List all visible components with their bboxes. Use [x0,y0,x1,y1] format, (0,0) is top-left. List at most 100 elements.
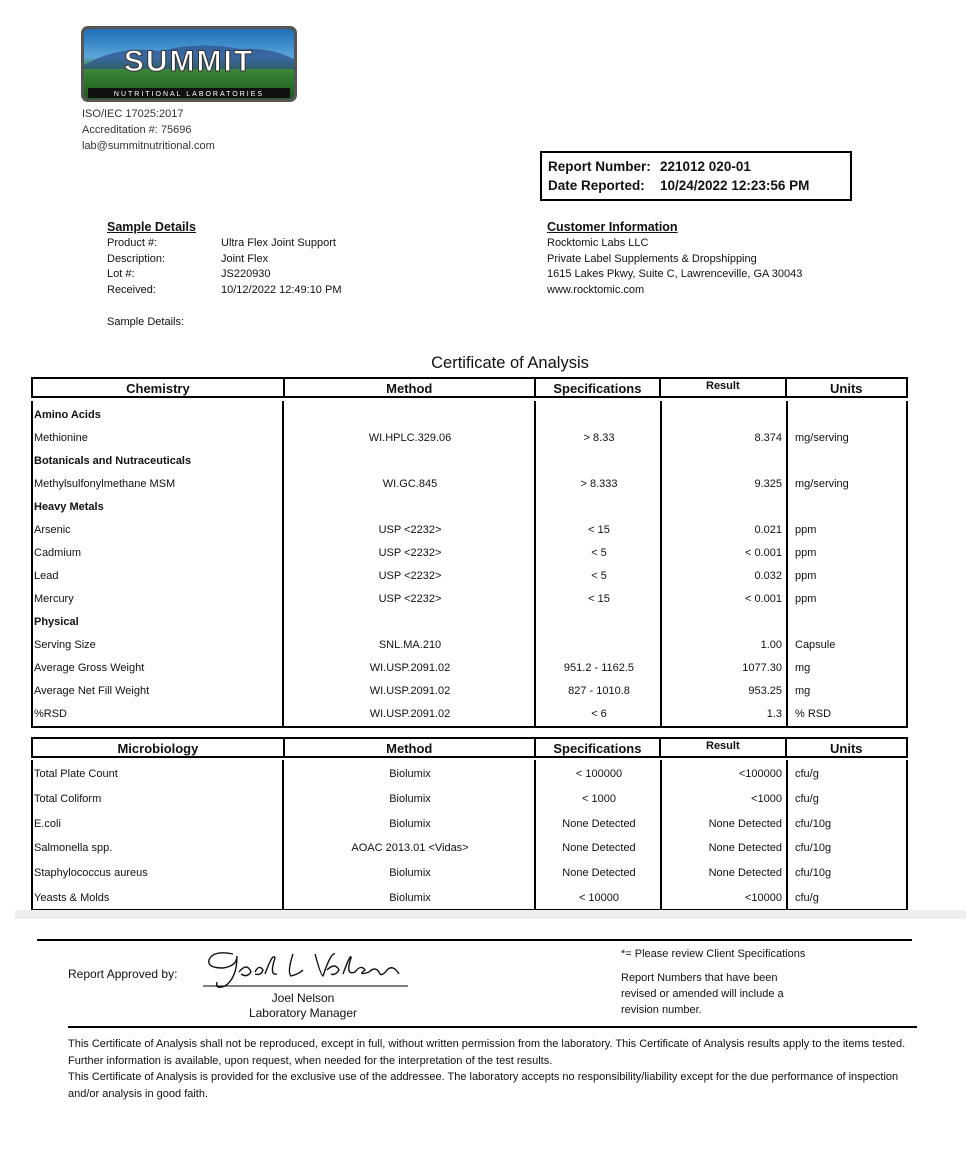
disclaimer-paragraph: This Certificate of Analysis is provided… [68,1071,899,1100]
analyte-name: Staphylococcus aureus [34,867,148,880]
column-divider [786,760,788,909]
result: 9.325 [754,477,782,490]
product-number: Ultra Flex Joint Support [221,237,336,249]
units: cfu/g [795,793,819,806]
specification: > 8.333 [580,477,618,490]
method: Biolumix [389,793,431,806]
column-divider [534,401,536,726]
lab-email: lab@summitnutritional.com [82,140,215,152]
customer-name: Rocktomic Labs LLC [547,237,649,249]
summit-logo: SUMMIT NUTRITIONAL LABORATORIES [80,25,298,103]
revision-note-line: revision number. [621,1004,702,1016]
microbiology-table-header: Microbiology Method Specifications Result Un… [31,737,908,758]
specification: None Detected [562,867,636,880]
column-header-units: Units [830,381,863,396]
report-info-box: Report Number: 221012 020-01 Date Reporte… [540,151,852,201]
approver-name: Joel Nelson [271,991,335,1005]
section-title: Physical [34,615,79,628]
specification: < 15 [588,592,610,605]
table-border [906,760,908,909]
specification: 827 - 1010.8 [568,684,630,697]
disclaimer-paragraph: This Certificate of Analysis shall not b… [68,1038,906,1067]
table-row: Arsenic USP <2232> < 15 0.021 ppm [31,518,908,541]
specification: None Detected [562,842,636,855]
specification: < 5 [591,569,607,582]
table-border [31,401,33,726]
method: WI.HPLC.329.06 [368,431,452,444]
units: cfu/g [795,768,819,781]
units: ppm [795,569,817,582]
table-row: Total Plate Count Biolumix < 100000 <100000… [31,762,908,787]
analyte-name: Lead [34,569,59,582]
result: 0.021 [754,523,782,536]
section-header: Amino Acids [31,403,908,426]
result: None Detected [708,867,782,880]
table-row: Lead USP <2232> < 5 0.032 ppm [31,564,908,587]
method: Biolumix [389,891,431,904]
column-header-units: Units [830,741,863,756]
received-date: 10/12/2022 12:49:10 PM [221,283,342,296]
column-header-result: Result [661,739,787,756]
table-row: Methylsulfonylmethane MSM WI.GC.845 > 8.33… [31,472,908,495]
lot-number: JS220930 [221,268,271,280]
column-divider [534,760,536,909]
units: ppm [795,523,817,536]
date-reported-label: Date Reported: [548,178,645,193]
method: WI.USP.2091.02 [369,707,451,720]
page-break-band [15,910,966,919]
specification: > 8.33 [583,431,615,444]
table-row: Salmonella spp. AOAC 2013.01 <Vidas> None … [31,836,908,861]
revision-note-line: Report Numbers that have been [621,972,778,984]
table-row: E.coli Biolumix None Detected None Detected… [31,811,908,836]
result: 1.3 [766,707,782,720]
field-label: Received: [107,283,156,296]
table-row: Total Coliform Biolumix < 1000 <1000 cfu/g [31,787,908,812]
customer-address: 1615 Lakes Pkwy, Suite C, Lawrenceville,… [547,268,803,280]
analyte-name: Methylsulfonylmethane MSM [34,477,176,490]
method: WI.USP.2091.02 [369,661,451,674]
signature [203,948,413,992]
analyte-name: Total Coliform [34,793,102,806]
sample-details-label: Sample Details: [107,316,185,328]
table-row: %RSD WI.USP.2091.02 < 6 1.3 % RSD [31,702,908,725]
column-header-specifications: Specifications [536,739,662,756]
customer-tagline: Private Label Supplements & Dropshipping [547,252,757,265]
analyte-name: Average Net Fill Weight [34,684,150,697]
units: Capsule [795,638,836,651]
units: cfu/10g [795,842,832,855]
specification: < 6 [591,707,607,720]
method: USP <2232> [378,546,442,559]
client-spec-note: *= Please review Client Specifications [621,948,806,960]
specification: < 10000 [578,891,620,904]
units: cfu/10g [795,867,832,880]
sample-details-title: Sample Details [107,220,196,234]
customer-information: Customer Information Rocktomic Labs LLC … [547,220,802,298]
analyte-name: Arsenic [34,523,71,536]
method: AOAC 2013.01 <Vidas> [351,842,469,855]
specification: < 1000 [582,793,616,806]
table-row: Average Gross Weight WI.USP.2091.02 951.2 … [31,656,908,679]
result: <10000 [744,891,782,904]
units: ppm [795,592,817,605]
chemistry-table-header: Chemistry Method Specifications Result Units [31,377,908,398]
result: 1.00 [760,638,782,651]
method: USP <2232> [378,569,442,582]
units: cfu/g [795,891,819,904]
report-number: 221012 020-01 [660,159,751,174]
column-header-method: Method [285,739,536,756]
svg-text:NUTRITIONAL LABORATORIES: NUTRITIONAL LABORATORIES [114,91,264,98]
table-row: Staphylococcus aureus Biolumix None Detect… [31,861,908,886]
divider [37,939,912,941]
chemistry-table: Amino Acids Methionine WI.HPLC.329.06 > 8.3… [31,401,908,728]
result: 1077.30 [742,661,782,674]
divider [68,1026,917,1028]
column-header-specifications: Specifications [536,379,662,396]
analyte-name: Total Plate Count [34,768,118,781]
analyte-name: Salmonella spp. [34,842,113,855]
column-divider [660,401,662,726]
table-row: Serving Size SNL.MA.210 1.00 Capsule [31,633,908,656]
section-title: Amino Acids [34,408,101,421]
specification: None Detected [562,817,636,830]
section-header: Physical [31,610,908,633]
svg-text:SUMMIT: SUMMIT [124,45,254,78]
